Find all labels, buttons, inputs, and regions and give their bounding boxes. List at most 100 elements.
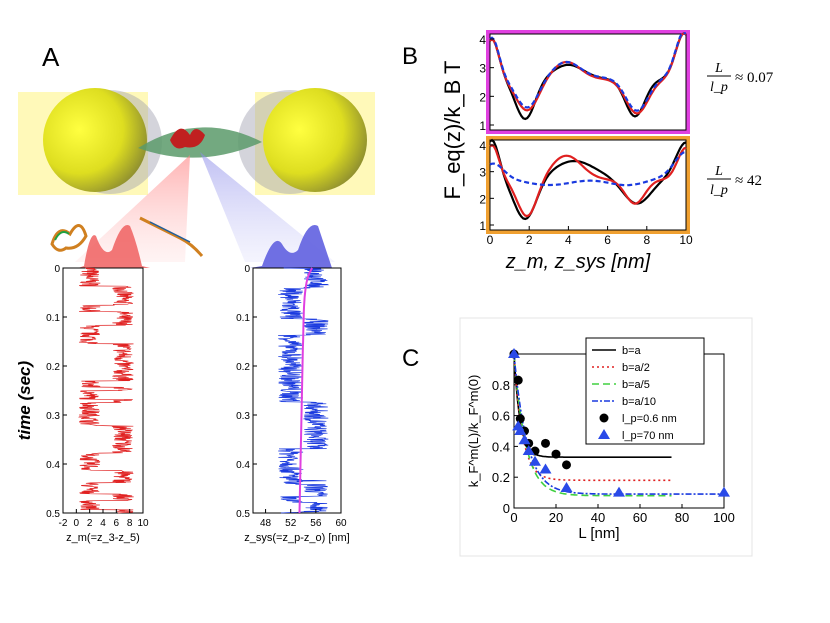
marker-lp-0-6 <box>513 375 523 385</box>
free-energy-plot: 1 2 3 4 Ll_p ≈ 0.07 1 2 3 4 Ll_p ≈ 42 0 2 4 6 8 10 z_m, z_… <box>440 30 774 273</box>
annotation-denominator: l_p <box>710 183 728 198</box>
y-tick-label: 2 <box>479 90 486 104</box>
legend-label: l_p=0.6 nm <box>622 413 677 425</box>
y-tick-label: 0.1 <box>236 313 250 324</box>
x-tick-label: 0 <box>510 510 517 525</box>
y-tick-label: 0.2 <box>46 362 60 373</box>
y-axis-label: time (sec) <box>15 360 34 440</box>
marker-lp-70 <box>514 425 527 435</box>
optical-trap-illustration <box>18 88 375 262</box>
left-bead <box>43 88 147 192</box>
zm-trace <box>78 267 134 514</box>
panel-border-bottom <box>486 136 690 234</box>
legend-swatch <box>598 429 610 439</box>
legend-box <box>585 337 705 445</box>
x-tick-label: 52 <box>285 518 297 529</box>
theory-curve-1 <box>513 353 672 459</box>
marker-lp-0-6 <box>551 449 561 459</box>
zsys-histogram <box>250 225 332 268</box>
hairpin-cartoons <box>50 216 204 257</box>
y-tick-label: 4 <box>479 139 486 153</box>
panel-frame <box>459 317 753 557</box>
free-energy-curve <box>489 143 687 218</box>
x-tick-label: 4 <box>565 233 572 247</box>
theory-curve-3 <box>513 353 672 497</box>
free-energy-curve <box>489 150 687 187</box>
red-projection <box>75 155 190 262</box>
y-tick-label: 0.2 <box>236 362 250 373</box>
blue-projection <box>200 152 335 262</box>
x-tick-label: 8 <box>127 518 133 529</box>
y-tick-label: 4 <box>479 33 486 47</box>
x-tick-label: 20 <box>549 510 563 525</box>
x-axis-label: z_m(=z_3-z_5) <box>66 532 140 544</box>
plot-frame-top <box>489 33 687 131</box>
x-tick-label: 60 <box>335 518 347 529</box>
y-tick-label: 0 <box>244 264 250 275</box>
y-axis-label: F_eq(z)/k_B T <box>440 61 465 200</box>
x-tick-label: 0 <box>74 518 80 529</box>
y-tick-label: 0.6 <box>492 409 510 424</box>
x-tick-label: 6 <box>114 518 120 529</box>
x-axis-label: z_sys(=z_p-z_o) [nm] <box>244 532 349 544</box>
marker-lp-70 <box>529 455 541 466</box>
y-tick-label: 3 <box>479 62 486 76</box>
x-tick-label: 6 <box>604 233 611 247</box>
x-tick-label: 10 <box>679 233 693 247</box>
x-tick-label: 56 <box>310 518 322 529</box>
marker-lp-70 <box>518 434 531 445</box>
x-tick-label: 4 <box>100 518 106 529</box>
legend-label: b=a <box>622 345 642 357</box>
y-tick-label: 0.3 <box>46 411 60 422</box>
legend-label: b=a/5 <box>622 379 650 391</box>
annotation-denominator: l_p <box>710 80 728 95</box>
marker-lp-70 <box>508 348 520 358</box>
y-tick-label: 0.8 <box>492 378 510 393</box>
x-tick-label: 100 <box>713 510 735 525</box>
panel-label-a: A <box>42 42 60 72</box>
x-tick-label: 2 <box>526 233 533 247</box>
zsys-trace <box>278 267 330 514</box>
x-tick-label: 2 <box>87 518 93 529</box>
panel-border-top <box>486 30 690 134</box>
marker-lp-70 <box>539 463 552 474</box>
annotation-numerator: L <box>714 61 723 76</box>
x-tick-label: 80 <box>675 510 689 525</box>
rna-hairpin <box>170 128 205 149</box>
y-tick-label: 0 <box>54 264 60 275</box>
marker-lp-0-6 <box>515 414 525 424</box>
legend-swatch <box>599 413 609 423</box>
marker-lp-70 <box>522 445 535 456</box>
y-tick-label: 0.5 <box>236 509 250 520</box>
y-tick-label: 1 <box>479 119 486 133</box>
free-energy-curve <box>489 138 687 221</box>
zsys-average <box>298 267 313 514</box>
x-tick-label: 60 <box>633 510 647 525</box>
y-tick-label: 0.4 <box>236 460 250 471</box>
annotation-value: ≈ 0.07 <box>735 70 774 86</box>
marker-lp-70 <box>613 486 625 497</box>
panel-label-b: B <box>402 43 418 70</box>
y-tick-label: 0.4 <box>492 439 510 454</box>
x-axis-label: z_m, z_sys [nm] <box>505 251 651 273</box>
x-tick-label: 8 <box>643 233 650 247</box>
panel-label-c: C <box>402 345 419 372</box>
y-tick-label: 0.3 <box>236 411 250 422</box>
y-tick-label: 0.2 <box>492 470 510 485</box>
x-tick-label: -2 <box>59 518 68 529</box>
y-tick-label: 0 <box>503 501 510 516</box>
y-tick-label: 3 <box>479 166 486 180</box>
rate-ratio-plot: 0 20 40 60 80 100 0 0.2 0.4 0.6 0.8 L [nm] k_F^m(L)/… <box>459 317 753 557</box>
zm-histogram <box>78 225 150 268</box>
y-tick-label: 0.1 <box>46 313 60 324</box>
zm-trace-plot: -2 0 2 4 6 8 1000.10.20.30.40.5z_m(=z_3-z_5)ti… <box>15 264 149 544</box>
y-tick-label: 1 <box>479 219 486 233</box>
marker-lp-0-6 <box>541 438 550 448</box>
x-tick-label: 10 <box>137 518 149 529</box>
annotation-numerator: L <box>714 164 723 179</box>
legend-label: b=a/2 <box>622 362 650 374</box>
y-tick-label: 0.4 <box>46 460 60 471</box>
x-axis-label: L [nm] <box>578 525 619 542</box>
marker-lp-70 <box>718 486 730 497</box>
